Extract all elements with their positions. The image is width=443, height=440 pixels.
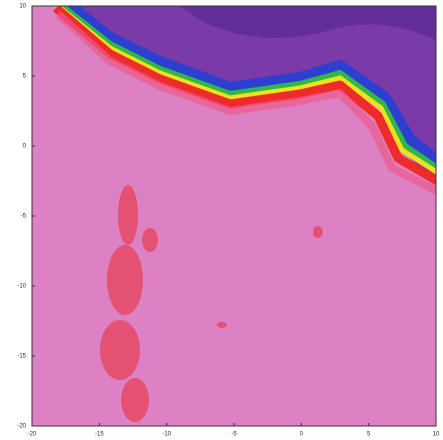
x-tick-label: -15 [95,432,104,438]
x-tick-label: -5 [231,432,237,438]
y-tick-label: -10 [17,284,26,290]
patch [107,245,143,315]
y-tick-label: -15 [17,354,26,360]
patch [121,378,149,422]
patch [217,322,227,328]
y-tick-label: -20 [17,424,26,430]
patch [118,185,138,245]
x-tick-label: -20 [28,432,37,438]
y-tick-label: 0 [23,144,27,150]
patch [142,228,158,252]
patch [100,320,140,380]
patch [313,226,323,238]
y-tick-label: -5 [21,214,27,220]
x-tick-label: 5 [367,432,371,438]
x-tick-label: -10 [162,432,171,438]
y-tick-label: 10 [19,4,26,10]
map-figure: -20 -15 -10 -5 0 5 10 -20 -15 -10 -5 0 5 10 [0,0,443,440]
y-tick-label: 5 [23,74,27,80]
x-tick-label: 0 [300,432,304,438]
x-tick-label: 10 [433,432,440,438]
field [32,0,443,426]
